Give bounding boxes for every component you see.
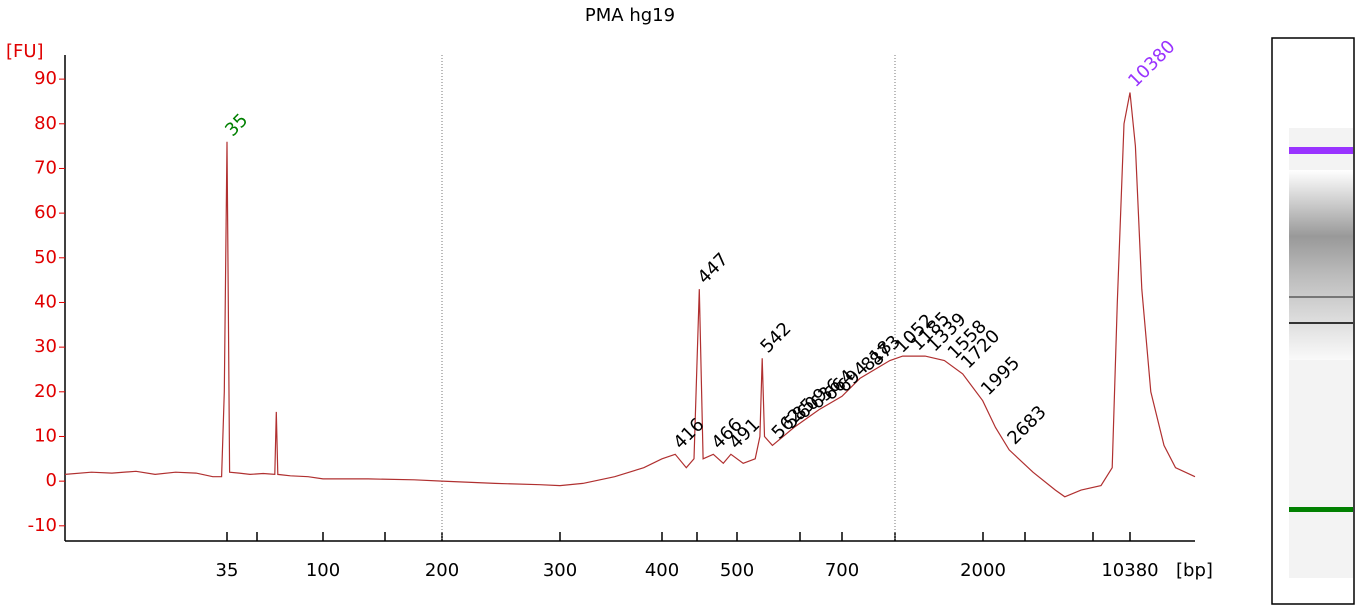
y-tick-label: 10 xyxy=(34,425,57,446)
y-tick-label: 50 xyxy=(34,247,57,268)
peak-label: 447 xyxy=(694,249,733,288)
y-tick-label: 60 xyxy=(34,202,57,223)
gel-band-lower xyxy=(1289,507,1353,512)
gel-band xyxy=(1289,296,1353,298)
y-tick-label: 80 xyxy=(34,113,57,134)
x-axis-label: [bp] xyxy=(1176,560,1213,581)
peak-label: 2683 xyxy=(1003,402,1050,449)
y-tick-label: 70 xyxy=(34,157,57,178)
y-tick-label: 30 xyxy=(34,336,57,357)
x-tick-label: 400 xyxy=(645,560,679,581)
trace-line xyxy=(64,92,1196,498)
chart-title: PMA hg19 xyxy=(585,5,675,26)
gel-band-upper xyxy=(1289,147,1353,154)
x-tick-label: 100 xyxy=(306,560,340,581)
x-tick-label: 700 xyxy=(825,560,859,581)
peak-label: 10380 xyxy=(1124,36,1179,91)
y-axis-label: [FU] xyxy=(6,41,44,62)
peak-label: 35 xyxy=(221,110,252,141)
peak-label: 542 xyxy=(756,318,795,357)
x-tick-label: 200 xyxy=(425,560,459,581)
gel-band xyxy=(1289,322,1353,324)
y-tick-label: -10 xyxy=(28,515,57,536)
x-tick-label: 35 xyxy=(216,560,239,581)
x-tick-label: 10380 xyxy=(1101,560,1158,581)
y-tick-label: 0 xyxy=(46,470,57,491)
y-tick-label: 20 xyxy=(34,381,57,402)
x-tick-label: 500 xyxy=(720,560,754,581)
y-tick-label: 40 xyxy=(34,291,57,312)
y-tick-label: 90 xyxy=(34,68,57,89)
gel-lane xyxy=(1271,37,1355,605)
gel-smear xyxy=(1289,170,1353,360)
x-tick-label: 300 xyxy=(543,560,577,581)
x-tick-label: 2000 xyxy=(960,560,1006,581)
